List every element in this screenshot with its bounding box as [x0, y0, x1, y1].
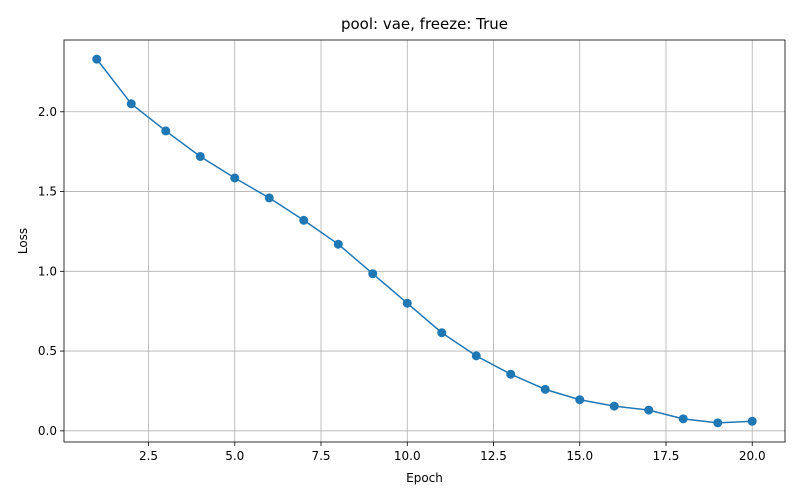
data-point [230, 173, 240, 183]
chart-title: pool: vae, freeze: True [341, 15, 508, 33]
y-axis: 0.0 0.5 1.0 1.5 2.0 [38, 105, 64, 438]
x-tick-label: 7.5 [311, 449, 330, 463]
data-point [195, 151, 205, 161]
data-point [161, 126, 171, 136]
x-tick-label: 10.0 [394, 449, 421, 463]
x-tick-label: 12.5 [480, 449, 507, 463]
x-tick-label: 20.0 [739, 449, 766, 463]
data-point [264, 193, 274, 203]
data-point [299, 215, 309, 225]
plot-frame [63, 39, 786, 443]
data-point [92, 54, 102, 64]
data-point [402, 298, 412, 308]
data-point [644, 405, 654, 415]
y-axis-label: Loss [16, 228, 30, 254]
grid-lines [64, 40, 785, 442]
x-axis: 2.5 5.0 7.5 10.0 12.5 15.0 17.5 20.0 [139, 442, 766, 463]
data-point [540, 384, 550, 394]
data-point [747, 416, 757, 426]
data-point [575, 395, 585, 405]
x-tick-label: 17.5 [653, 449, 680, 463]
data-point [506, 369, 516, 379]
y-tick-label: 1.0 [38, 264, 57, 278]
series-layer [92, 54, 757, 428]
data-point [471, 351, 481, 361]
data-point [437, 328, 447, 338]
data-point [609, 401, 619, 411]
y-tick-label: 0.0 [38, 424, 57, 438]
y-tick-label: 0.5 [38, 344, 57, 358]
data-point [333, 239, 343, 249]
data-point [368, 269, 378, 279]
y-tick-label: 2.0 [38, 105, 57, 119]
x-tick-label: 15.0 [566, 449, 593, 463]
data-point [713, 418, 723, 428]
data-point [678, 414, 688, 424]
x-axis-label: Epoch [406, 471, 443, 485]
series-line [96, 58, 753, 424]
x-tick-label: 2.5 [139, 449, 158, 463]
y-tick-label: 1.5 [38, 185, 57, 199]
x-tick-label: 5.0 [225, 449, 244, 463]
data-point [126, 99, 136, 109]
